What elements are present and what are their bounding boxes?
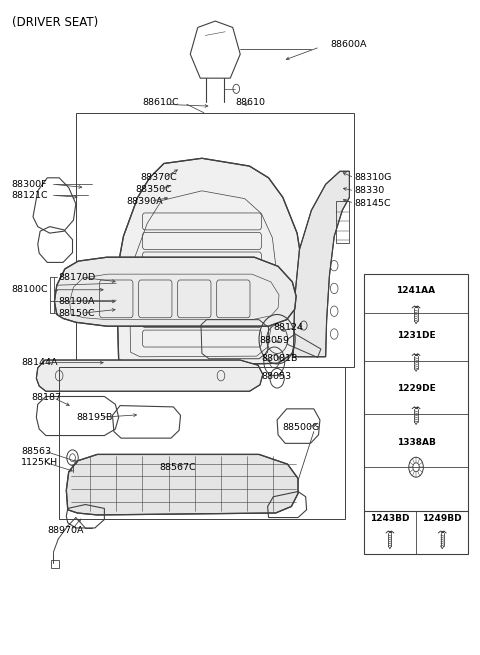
Text: 88190A: 88190A bbox=[58, 297, 95, 306]
Text: 1241AA: 1241AA bbox=[396, 286, 436, 295]
Bar bbox=[50, 561, 59, 569]
Bar bbox=[336, 200, 349, 243]
Bar bbox=[364, 274, 468, 554]
Text: 88100C: 88100C bbox=[12, 285, 48, 294]
Text: 88145C: 88145C bbox=[354, 198, 391, 208]
Text: 88350C: 88350C bbox=[135, 185, 172, 194]
Text: 88300F: 88300F bbox=[12, 180, 47, 189]
Polygon shape bbox=[116, 159, 303, 365]
Text: 1338AB: 1338AB bbox=[396, 438, 435, 447]
Text: 88121C: 88121C bbox=[12, 191, 48, 200]
Text: 88500G: 88500G bbox=[283, 422, 320, 432]
Polygon shape bbox=[36, 360, 263, 391]
Text: 88330: 88330 bbox=[354, 186, 384, 195]
Text: 88390A: 88390A bbox=[127, 196, 163, 206]
Text: 88970A: 88970A bbox=[48, 526, 84, 535]
Text: 88610: 88610 bbox=[235, 98, 265, 107]
Polygon shape bbox=[66, 455, 298, 515]
Text: 88170D: 88170D bbox=[58, 273, 96, 282]
Text: 88310G: 88310G bbox=[354, 174, 392, 182]
Text: 88370C: 88370C bbox=[140, 174, 177, 182]
Text: 88563: 88563 bbox=[21, 447, 51, 456]
Text: 1231DE: 1231DE bbox=[397, 331, 435, 340]
Text: 1125KH: 1125KH bbox=[21, 458, 58, 467]
Text: 1249BD: 1249BD bbox=[422, 514, 462, 523]
Text: 88053: 88053 bbox=[262, 372, 291, 381]
Polygon shape bbox=[54, 257, 296, 326]
Text: 1229DE: 1229DE bbox=[396, 384, 435, 394]
Text: 88187: 88187 bbox=[32, 393, 61, 402]
Text: 88600A: 88600A bbox=[330, 40, 367, 49]
Bar bbox=[59, 367, 345, 519]
Text: 1243BD: 1243BD bbox=[370, 514, 409, 523]
Text: 88150C: 88150C bbox=[58, 309, 95, 318]
Text: (DRIVER SEAT): (DRIVER SEAT) bbox=[12, 16, 98, 29]
Text: 88059: 88059 bbox=[259, 336, 289, 345]
Polygon shape bbox=[293, 172, 349, 357]
Text: 88567C: 88567C bbox=[159, 463, 196, 472]
Bar bbox=[76, 113, 354, 367]
Text: 88195B: 88195B bbox=[76, 413, 113, 422]
Text: 88124: 88124 bbox=[273, 323, 303, 332]
Text: 88610C: 88610C bbox=[143, 98, 179, 107]
Text: 88081B: 88081B bbox=[262, 354, 298, 363]
Text: 88144A: 88144A bbox=[21, 358, 58, 367]
